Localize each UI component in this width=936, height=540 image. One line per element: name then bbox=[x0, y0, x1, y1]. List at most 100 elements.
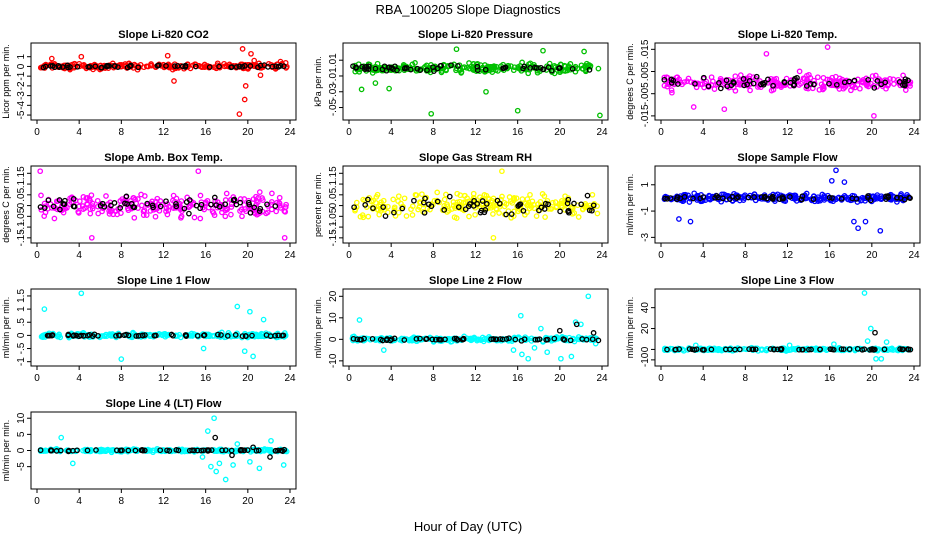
data-point-secondary bbox=[675, 81, 681, 87]
data-point-secondary bbox=[826, 194, 833, 201]
data-point bbox=[248, 50, 254, 57]
y-tick-label: -5 bbox=[16, 110, 27, 119]
data-point-secondary bbox=[477, 209, 484, 216]
data-point-secondary bbox=[455, 204, 462, 210]
data-point bbox=[517, 312, 524, 319]
y-tick-label: -1 bbox=[640, 206, 651, 215]
data-point bbox=[201, 61, 208, 68]
data-point bbox=[273, 208, 280, 215]
data-point-secondary bbox=[186, 210, 192, 217]
data-point bbox=[87, 198, 93, 204]
y-axis-label: ml/min per min. bbox=[1, 297, 11, 359]
data-point bbox=[103, 331, 109, 338]
data-point-secondary bbox=[247, 209, 254, 216]
data-point bbox=[816, 86, 823, 93]
y-axis: -5-4-3-2-1 0 1 bbox=[16, 53, 31, 120]
data-point-secondary bbox=[674, 194, 681, 201]
chart-panel-6: Slope Sample Flow ml/min per min. 0 4 8 12 16 2… bbox=[625, 152, 921, 261]
data-point bbox=[419, 191, 425, 198]
data-point-secondary bbox=[882, 79, 889, 86]
y-tick-label: -.05 bbox=[328, 207, 339, 225]
data-point bbox=[841, 193, 848, 199]
data-point-secondary bbox=[413, 336, 420, 342]
data-point bbox=[813, 346, 820, 352]
data-point-secondary bbox=[428, 203, 435, 210]
data-point bbox=[544, 349, 551, 356]
data-point bbox=[583, 203, 590, 209]
data-point-secondary bbox=[496, 200, 503, 207]
y-tick-label: -.03 bbox=[328, 83, 339, 101]
data-point-secondary bbox=[65, 64, 71, 71]
data-point-secondary bbox=[429, 336, 436, 343]
data-point-secondary bbox=[205, 447, 212, 453]
data-point-secondary bbox=[705, 83, 712, 90]
data-point-secondary bbox=[460, 336, 467, 343]
x-tick-label: 12 bbox=[158, 496, 170, 507]
panel-title: Slope Li-820 Temp. bbox=[738, 29, 837, 41]
data-point bbox=[496, 203, 503, 210]
data-point-secondary bbox=[122, 200, 128, 207]
data-point bbox=[95, 210, 102, 217]
data-point-secondary bbox=[70, 196, 77, 202]
data-point-secondary bbox=[573, 321, 580, 328]
data-point-secondary bbox=[351, 204, 357, 211]
data-point bbox=[698, 198, 704, 205]
data-point-secondary bbox=[421, 209, 428, 216]
y-tick-label: 1 bbox=[16, 53, 27, 59]
data-point bbox=[690, 104, 697, 110]
data-point bbox=[849, 83, 856, 90]
panel-title: Slope Amb. Box Temp. bbox=[104, 152, 223, 164]
data-point bbox=[519, 196, 526, 202]
data-point-secondary bbox=[150, 204, 156, 211]
x-tick-label: 8 bbox=[431, 127, 437, 138]
x-tick-label: 20 bbox=[554, 127, 566, 138]
data-point bbox=[865, 80, 871, 86]
data-point-secondary bbox=[586, 67, 593, 73]
data-point bbox=[98, 448, 104, 455]
y-axis: -.015-.005.005 .015 bbox=[640, 39, 655, 127]
data-point-secondary bbox=[479, 198, 486, 204]
data-point bbox=[194, 332, 200, 338]
data-point-secondary bbox=[871, 85, 878, 91]
y-tick-label: 0 bbox=[640, 346, 651, 352]
data-point-secondary bbox=[132, 447, 139, 454]
data-point-secondary bbox=[708, 346, 715, 353]
x-axis: 0 4 8 12 16 20 24 bbox=[658, 243, 920, 261]
data-point-secondary bbox=[520, 207, 527, 214]
y-tick-label: .15 bbox=[16, 166, 27, 180]
data-point bbox=[589, 191, 596, 198]
chart-panel-7: Slope Line 1 Flow ml/min per min. 0 4 8 12 16 2… bbox=[1, 275, 297, 384]
data-point bbox=[449, 206, 455, 212]
data-point bbox=[514, 107, 521, 114]
data-point-secondary bbox=[744, 81, 750, 88]
data-point-secondary bbox=[380, 204, 387, 210]
data-point bbox=[211, 415, 217, 422]
y-tick-label: -2 bbox=[16, 81, 27, 90]
data-point bbox=[472, 211, 478, 218]
data-point bbox=[79, 203, 86, 209]
data-point-secondary bbox=[261, 62, 268, 68]
data-point-secondary bbox=[758, 194, 765, 200]
chart-panel-2: Slope Li-820 Pressure kPa per min. 0 4 8 12 16… bbox=[313, 29, 609, 138]
data-point-secondary bbox=[471, 197, 477, 204]
data-point bbox=[403, 213, 410, 219]
data-point-secondary bbox=[379, 337, 386, 344]
data-point bbox=[351, 333, 357, 340]
y-tick-label: 20 bbox=[640, 323, 651, 335]
x-tick-label: 4 bbox=[700, 127, 706, 138]
data-point bbox=[525, 355, 532, 362]
data-point bbox=[276, 194, 283, 201]
data-point bbox=[38, 333, 45, 340]
data-point bbox=[687, 218, 694, 225]
data-point bbox=[732, 73, 739, 80]
data-point bbox=[209, 208, 216, 215]
data-point bbox=[830, 198, 836, 205]
data-point-secondary bbox=[423, 336, 429, 343]
data-point-secondary bbox=[899, 346, 905, 353]
data-point-secondary bbox=[388, 336, 395, 343]
x-tick-label: 8 bbox=[119, 496, 125, 507]
data-point bbox=[108, 447, 114, 454]
data-point-secondary bbox=[740, 76, 747, 82]
data-point bbox=[239, 46, 246, 52]
data-point bbox=[381, 206, 388, 213]
